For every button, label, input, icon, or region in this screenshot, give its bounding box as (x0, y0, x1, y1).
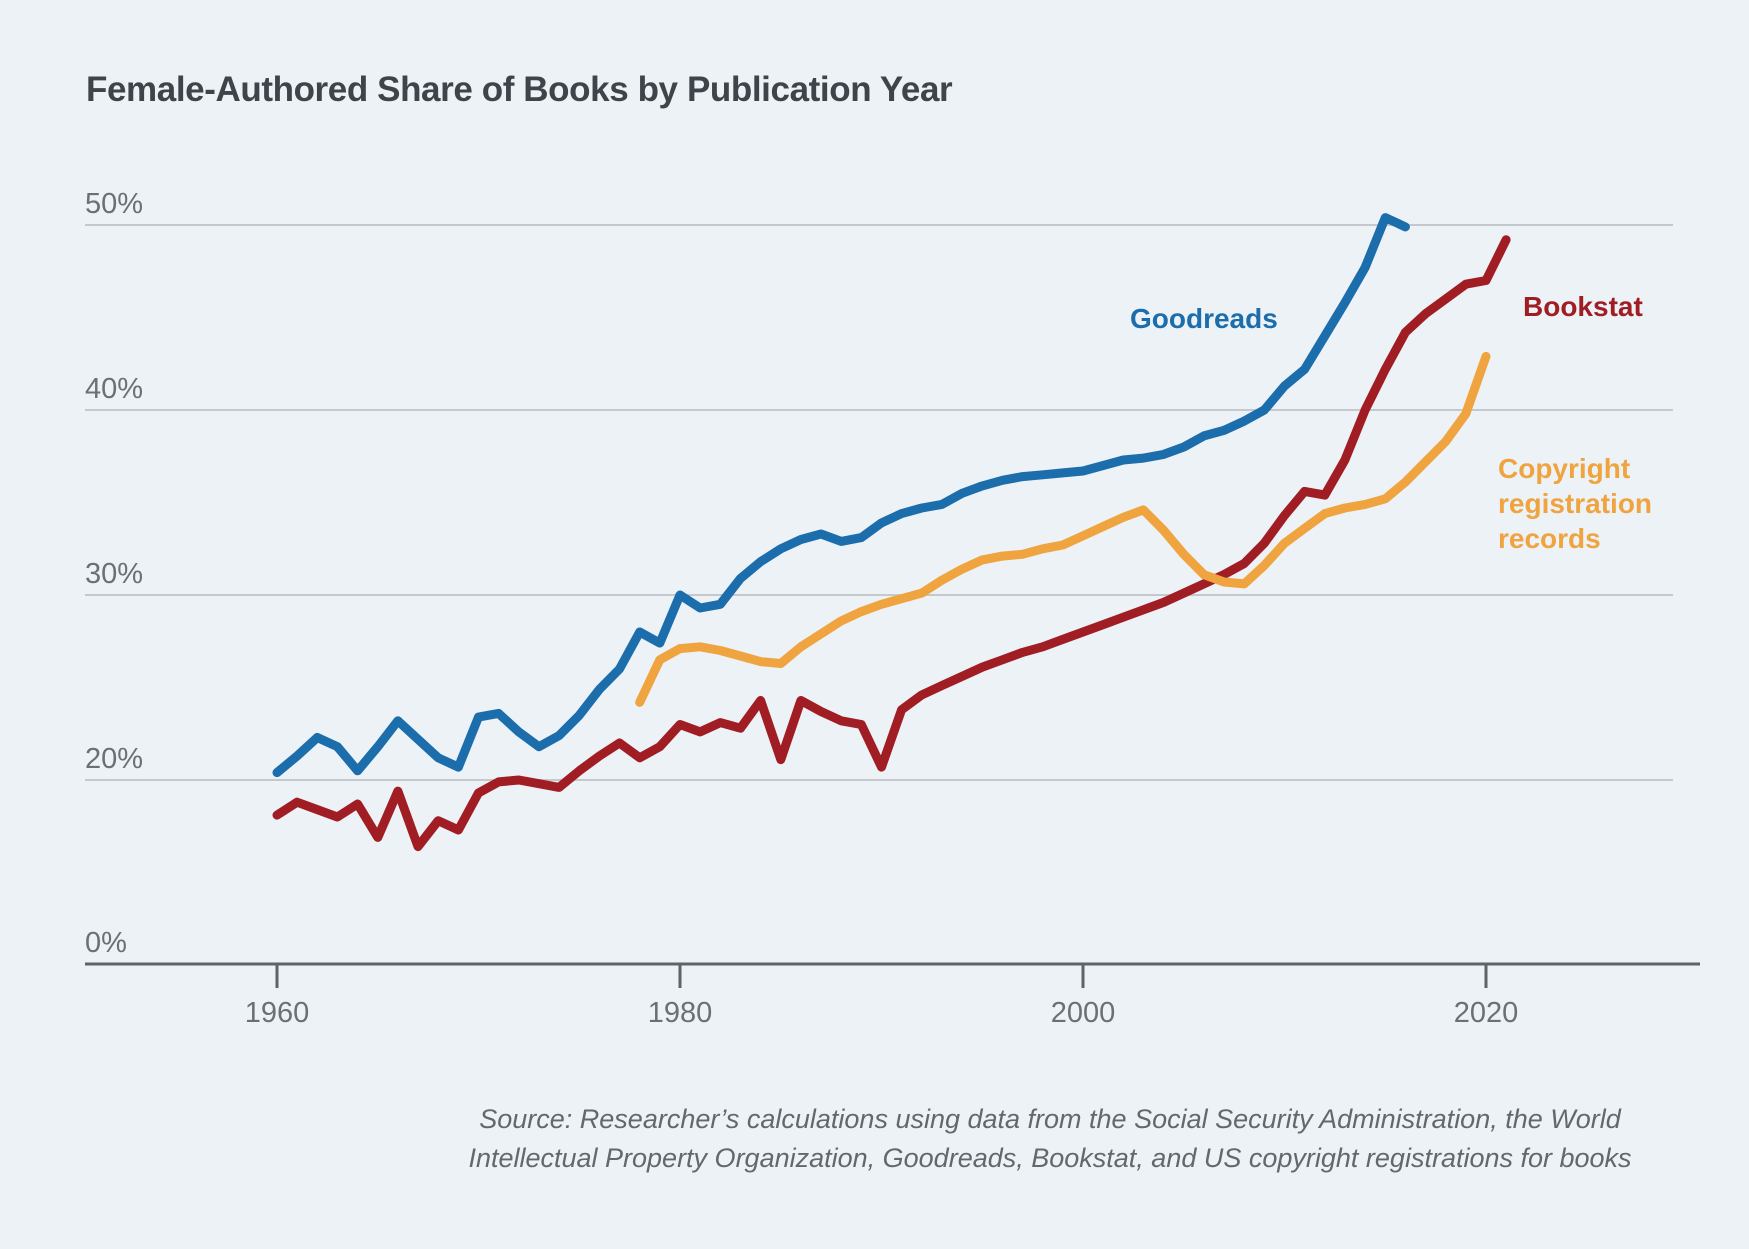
copyright-label-line-3: records (1498, 523, 1601, 554)
goodreads-label: Goodreads (1130, 303, 1278, 334)
bookstat-label: Bookstat (1523, 291, 1643, 322)
copyright-label-line-1: Copyright (1498, 453, 1630, 484)
series-line-copyright (635, 351, 1491, 707)
series-line-goodreads (272, 213, 1410, 778)
x-tick-label-1980: 1980 (648, 997, 713, 1029)
y-tick-label-20: 20% (85, 743, 143, 775)
source-note: Source: Researcher’s calculations using … (390, 1100, 1710, 1178)
x-tick-label-2000: 2000 (1051, 997, 1116, 1029)
copyright-label-line-2: registration (1498, 488, 1652, 519)
y-tick-label-50: 50% (85, 188, 143, 220)
source-line-2: Intellectual Property Organization, Good… (468, 1143, 1632, 1173)
chart-title: Female-Authored Share of Books by Public… (86, 70, 953, 109)
y-tick-label-30: 30% (85, 558, 143, 590)
x-tick-label-1960: 1960 (245, 997, 310, 1029)
y-tick-label-0: 0% (85, 927, 127, 959)
y-tick-label-40: 40% (85, 373, 143, 405)
x-tick-label-2020: 2020 (1454, 997, 1519, 1029)
source-line-1: Source: Researcher’s calculations using … (479, 1104, 1621, 1134)
series-line-bookstat (272, 235, 1511, 852)
